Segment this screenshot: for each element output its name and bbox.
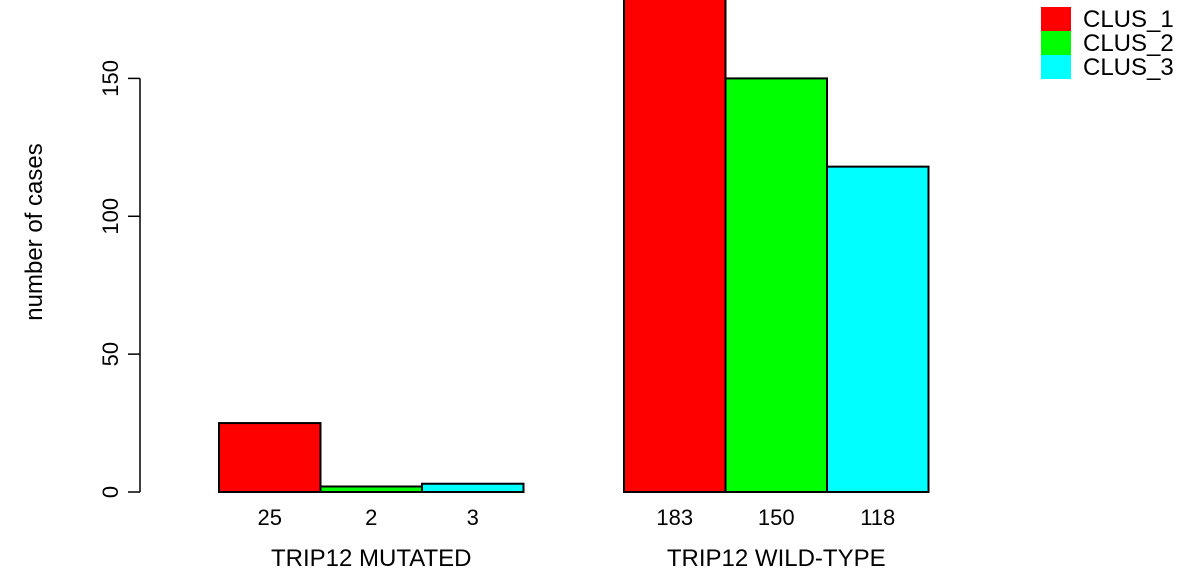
bar-value-label: 2 — [365, 505, 377, 530]
group-label: TRIP12 WILD-TYPE — [667, 545, 886, 572]
legend-swatch — [1041, 7, 1071, 31]
bar — [319, 485, 423, 494]
bar — [421, 482, 525, 493]
group-label: TRIP12 MUTATED — [271, 545, 471, 572]
legend-label: CLUS_1 — [1083, 6, 1174, 33]
y-tick-label: 0 — [98, 486, 123, 498]
bar — [826, 165, 930, 493]
bar-value-label: 118 — [860, 505, 895, 530]
y-tick-label: 50 — [98, 342, 123, 366]
bar — [623, 0, 727, 494]
legend-label: CLUS_3 — [1083, 54, 1174, 81]
y-axis-label: number of cases — [21, 143, 48, 320]
y-tick-label: 150 — [98, 60, 123, 97]
bar — [218, 422, 322, 494]
legend-label: CLUS_2 — [1083, 30, 1174, 57]
y-tick-label: 100 — [98, 198, 123, 235]
legend-swatch — [1041, 31, 1071, 55]
labels: 25 2 3 TRIP12 MUTATED 183 150 118 TRIP12 WILD-T… — [258, 505, 896, 572]
bar-value-label: 3 — [467, 505, 479, 530]
y-axis: 0 50 100 150 — [98, 60, 141, 498]
bars — [218, 0, 930, 494]
bar — [724, 77, 828, 493]
legend-swatch — [1041, 55, 1071, 79]
bar-value-label: 183 — [656, 505, 693, 530]
bar-value-label: 25 — [258, 505, 282, 530]
bar-value-label: 150 — [758, 505, 795, 530]
